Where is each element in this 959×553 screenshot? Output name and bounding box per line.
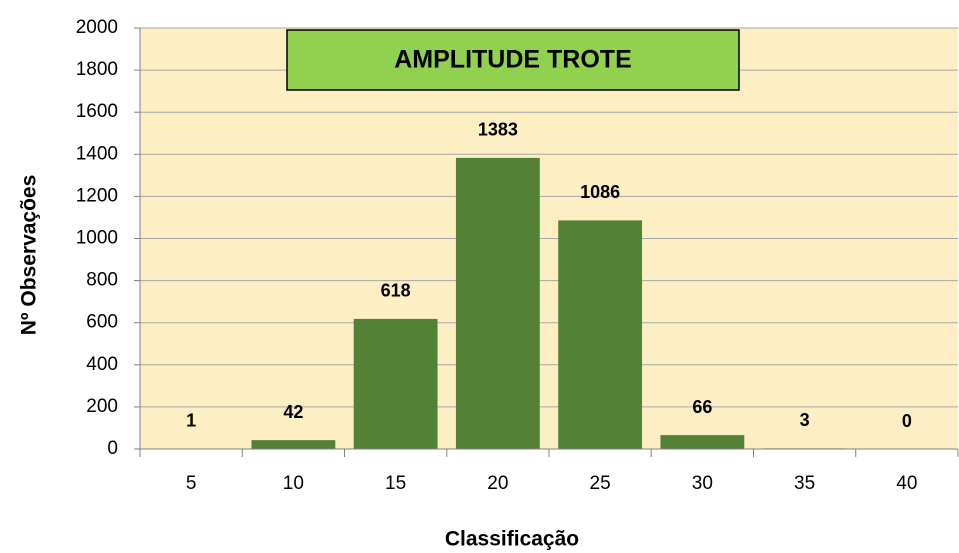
data-label: 1: [186, 411, 196, 431]
data-label: 0: [902, 411, 912, 431]
y-tick-label: 1600: [76, 101, 118, 122]
x-tick-label: 10: [283, 473, 304, 494]
y-tick-label: 1000: [76, 228, 118, 249]
y-tick-label: 400: [86, 354, 118, 375]
bar: [455, 157, 540, 450]
x-tick-label: 40: [896, 473, 917, 494]
y-tick-label: 1800: [76, 59, 118, 80]
y-tick-label: 600: [86, 312, 118, 333]
y-tick-label: 2000: [76, 17, 118, 38]
chart-title: AMPLITUDE TROTE: [394, 46, 632, 74]
bar: [660, 435, 745, 449]
bar: [251, 440, 336, 449]
data-label: 618: [381, 281, 411, 301]
bar: [558, 220, 643, 449]
y-tick-label: 800: [86, 270, 118, 291]
y-axis-title: Nº Observações: [18, 175, 41, 336]
x-axis-title: Classificação: [445, 528, 579, 551]
data-label: 66: [692, 397, 712, 417]
data-label: 1086: [580, 182, 620, 202]
data-label: 3: [800, 410, 810, 430]
title-box: [286, 29, 740, 91]
y-tick-label: 1200: [76, 185, 118, 206]
y-tick-label: 200: [86, 396, 118, 417]
x-tick-label: 35: [794, 473, 815, 494]
x-tick-label: 5: [186, 473, 197, 494]
y-tick-label: 0: [107, 438, 118, 459]
x-tick-label: 20: [487, 473, 508, 494]
x-tick-label: 25: [590, 473, 611, 494]
x-tick-label: 30: [692, 473, 713, 494]
x-tick-label: 15: [385, 473, 406, 494]
bar: [353, 318, 438, 449]
data-label: 42: [283, 402, 303, 422]
data-label: 1383: [478, 120, 518, 140]
y-tick-label: 1400: [76, 143, 118, 164]
